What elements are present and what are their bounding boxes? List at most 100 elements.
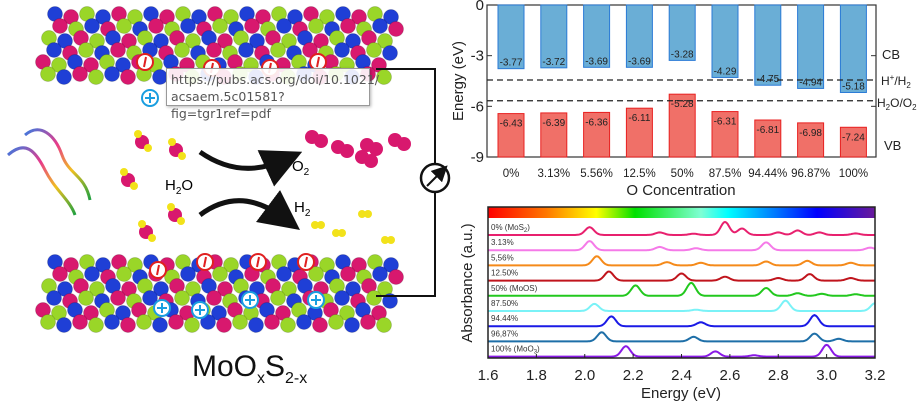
- y-axis-label: Energy (eV): [450, 41, 467, 121]
- hydrogen-molecule: [311, 221, 319, 229]
- cb-value-label: -3.28: [671, 49, 694, 60]
- series-label: 50% (MoOS): [491, 284, 538, 293]
- series-label-text: 94.44%: [491, 314, 518, 323]
- water-molecule: [168, 138, 176, 146]
- series-label-text: 0% (MoS: [491, 223, 524, 232]
- light-wave-icon: [24, 128, 92, 201]
- atom: [334, 42, 350, 58]
- electron-icon: [156, 264, 160, 276]
- light-wave-icon: [7, 146, 77, 216]
- atom: [116, 18, 132, 34]
- hydrogen-molecule: [381, 236, 389, 244]
- cb-bar: [668, 4, 696, 61]
- atom: [276, 266, 292, 282]
- h2o-o2-label: H2O/O2: [877, 96, 917, 112]
- tooltip-line: https://pubs.acs.org/doi/10.1021/: [171, 72, 379, 87]
- atom: [136, 314, 152, 330]
- atom: [212, 266, 228, 282]
- atom: [238, 42, 254, 58]
- water-molecule: [177, 217, 185, 225]
- x-tick-label: 12.5%: [623, 168, 656, 180]
- hydrogen-molecule: [338, 229, 346, 237]
- molecules: [120, 130, 411, 244]
- y-tick-label: -9: [471, 149, 484, 166]
- hole-icon: [145, 93, 155, 103]
- atom: [382, 293, 398, 309]
- cb-bar: [625, 4, 653, 68]
- atom: [200, 314, 216, 330]
- series-label-text: 12.50%: [491, 269, 518, 278]
- bottom-material-slab: [35, 254, 404, 333]
- x-tick-label: 2.2: [623, 367, 644, 384]
- electron-icon: [256, 256, 260, 268]
- vb-bar: [797, 122, 825, 158]
- water-molecule: [120, 168, 128, 176]
- photocatalysis-diagram: O2 H2O H2: [7, 6, 451, 333]
- atom: [152, 317, 168, 333]
- y-tick-label: -6: [471, 98, 484, 115]
- atom: [46, 42, 62, 58]
- x-tick-label: 50%: [671, 168, 694, 180]
- atom: [340, 18, 356, 34]
- electron-icon: [203, 256, 207, 268]
- cb-bar: [583, 4, 611, 68]
- oxygen-molecule: [397, 137, 411, 151]
- atom: [308, 266, 324, 282]
- absorbance-trace: [488, 314, 875, 328]
- series-label-sub: 2: [524, 228, 528, 234]
- y-axis-label: Absorbance (a.u.): [459, 223, 476, 342]
- reduction-arrow: [198, 190, 301, 230]
- vb-bar: [839, 126, 867, 158]
- cb-value-label: -5.18: [842, 81, 865, 92]
- vb-value-label: -6.36: [585, 117, 608, 128]
- cb-value-label: -4.94: [799, 77, 822, 88]
- x-tick-label: 94.44%: [748, 168, 787, 180]
- atom: [52, 18, 68, 34]
- atom: [142, 290, 158, 306]
- atom: [296, 314, 312, 330]
- h-plus-h2-label: H+/H2: [881, 73, 911, 90]
- atom: [328, 314, 344, 330]
- atom: [120, 69, 136, 85]
- series-label-text: 100% (MoO: [491, 345, 534, 354]
- cb-bar: [711, 4, 739, 78]
- cb-value-label: -4.29: [714, 66, 737, 77]
- electron-icon: [304, 256, 308, 268]
- vb-value-label: -6.98: [799, 128, 822, 139]
- hydrogen-molecule: [364, 210, 372, 218]
- atom: [84, 18, 100, 34]
- hydrogen-molecule: [358, 210, 366, 218]
- atom: [88, 69, 104, 85]
- hydrogen-molecule: [387, 236, 395, 244]
- x-tick-label: 0%: [503, 168, 520, 180]
- atom: [84, 266, 100, 282]
- vb-value-label: -6.31: [714, 117, 737, 128]
- x-tick-label: 2.0: [574, 367, 595, 384]
- cb-value-label: -3.72: [542, 57, 565, 68]
- plot-frame: [487, 206, 876, 359]
- atom: [376, 317, 392, 333]
- atom: [206, 290, 222, 306]
- cb-value-label: -3.77: [500, 58, 523, 69]
- x-tick-label: 2.4: [671, 367, 692, 384]
- series-label-text: 5,56%: [491, 253, 514, 262]
- vb-value-label: -6.81: [756, 125, 779, 136]
- water-molecule: [148, 234, 156, 242]
- atom: [120, 317, 136, 333]
- x-tick-label: 5.56%: [580, 168, 613, 180]
- visible-spectrum-colorbar: [488, 207, 875, 218]
- series-label: 100% (MoO3): [491, 345, 540, 356]
- series-label: 87.50%: [491, 299, 518, 308]
- atom: [104, 66, 120, 82]
- vb-bar: [625, 107, 653, 158]
- vb-bar: [754, 119, 782, 158]
- atom: [72, 314, 88, 330]
- cb-bar: [540, 4, 568, 69]
- oxidation-arrow: [198, 149, 303, 187]
- series-label-text: 50% (MoOS): [491, 284, 538, 293]
- atom: [302, 42, 318, 58]
- series-label: 12.50%: [491, 269, 518, 278]
- atom: [116, 266, 132, 282]
- x-tick-label: 2.6: [719, 367, 740, 384]
